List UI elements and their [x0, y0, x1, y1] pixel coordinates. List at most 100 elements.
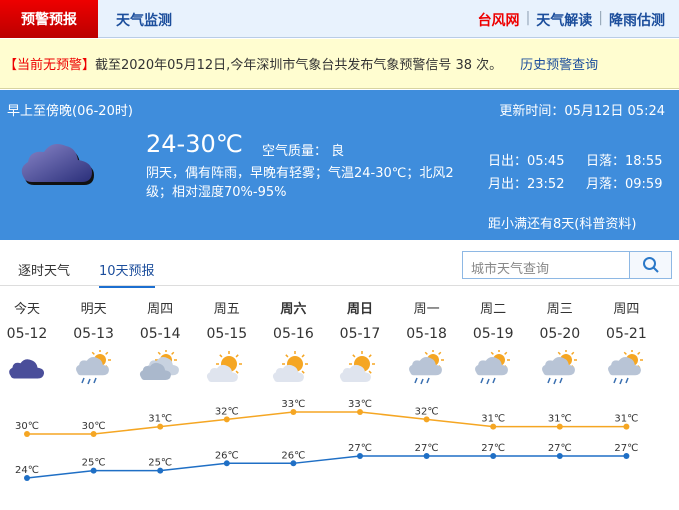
high-temp-label: 33℃: [348, 399, 372, 410]
update-time: 更新时间：05月12日 05:24: [499, 104, 665, 119]
low-temp-label: 27℃: [348, 443, 372, 454]
search-button[interactable]: [629, 252, 671, 278]
link-weather-interpretation[interactable]: 天气解读: [536, 13, 593, 29]
forecast-date: 05-15: [206, 326, 248, 342]
high-temp-label: 32℃: [215, 406, 239, 417]
warning-status: 【当前无预警】: [4, 58, 96, 73]
low-temp-point: [357, 452, 363, 459]
forecast-day: 周三: [546, 302, 573, 317]
high-temp-label: 30℃: [82, 421, 106, 432]
forecast-day: 周一: [413, 302, 440, 317]
low-temp-point: [290, 460, 297, 467]
high-temp-point: [490, 423, 497, 430]
low-temp-point: [556, 452, 563, 459]
forecast-date: 05-21: [606, 326, 647, 342]
top-nav: 预警预报 天气监测 台风网 | 天气解读 | 降雨估测: [0, 0, 679, 38]
moonrise: 月出：23:52: [488, 177, 565, 192]
warning-bar: 【当前无预警】 截至2020年05月12日,今年深圳市气象台共发布气象预警信号 …: [0, 39, 679, 89]
sun-rain-icon: [593, 349, 659, 392]
partly-cloudy-icon: [194, 350, 260, 392]
solar-term-link[interactable]: 距小满还有8天(科普资料): [488, 217, 637, 232]
link-typhoon[interactable]: 台风网: [477, 13, 520, 29]
tab-hourly[interactable]: 逐时天气: [18, 264, 71, 279]
high-temp-label: 31℃: [148, 414, 172, 425]
low-temp-point: [223, 460, 230, 467]
forecast-date: 05-12: [6, 326, 48, 342]
overcast-cloud-icon: [21, 144, 94, 185]
low-temp-label: 27℃: [415, 443, 439, 454]
warning-text: 截至2020年05月12日,今年深圳市气象台共发布气象预警信号 38 次。: [95, 58, 503, 73]
high-temp-label: 33℃: [281, 399, 305, 410]
search-icon: [642, 257, 659, 273]
cloudy-icon: [0, 350, 60, 392]
partly-cloudy-icon: [327, 350, 393, 392]
high-temp-label: 30℃: [15, 421, 39, 432]
low-temp-point: [490, 452, 497, 459]
temp-range: 24-30℃: [146, 130, 243, 158]
high-temp-label: 31℃: [481, 414, 505, 425]
sun-rain-icon: [527, 349, 593, 392]
high-temp-point: [223, 416, 230, 423]
sun-rain-icon: [460, 349, 526, 392]
forecast-day: 周六: [280, 302, 307, 317]
high-temp-point: [357, 409, 363, 415]
forecast-day: 明天: [80, 302, 107, 317]
high-temp-label: 31℃: [614, 414, 638, 425]
partly-cloudy-icon: [260, 350, 326, 392]
high-temp-label: 32℃: [415, 406, 439, 417]
high-temp-point: [24, 430, 30, 437]
forecast-date: 05-20: [539, 326, 581, 342]
city-search-input[interactable]: 城市天气查询: [471, 262, 550, 277]
sunset: 日落：18:55: [586, 154, 663, 169]
low-temp-label: 27℃: [548, 443, 572, 454]
high-temp-point: [623, 423, 630, 430]
low-temp-label: 25℃: [82, 458, 106, 469]
forecast-date: 05-14: [139, 326, 181, 342]
forecast-day: 周二: [480, 302, 507, 317]
low-temp-label: 27℃: [481, 443, 505, 454]
forecast-day: 周四: [613, 302, 640, 317]
forecast-day: 周日: [346, 302, 373, 317]
low-temp-point: [423, 452, 430, 459]
forecast-day: 周五: [213, 302, 240, 317]
low-temp-line: [26, 455, 627, 479]
forecast-date: 05-16: [273, 326, 314, 342]
high-temp-point: [290, 409, 297, 415]
tab-10day[interactable]: 10天预报: [99, 260, 155, 288]
link-rain-estimate[interactable]: 降雨估测: [609, 13, 665, 29]
forecast-date: 05-17: [339, 326, 381, 342]
today-panel: 早上至傍晚(06-20时) 更新时间：05月12日 05:24 24-30℃ 空…: [0, 90, 679, 240]
forecast-date: 05-13: [73, 326, 114, 342]
low-temp-point: [157, 467, 164, 474]
forecast-day: 周四: [147, 302, 174, 317]
low-temp-label: 25℃: [148, 458, 172, 469]
sun-rain-icon: [394, 349, 460, 392]
tab-warning-forecast[interactable]: 预警预报: [0, 0, 98, 38]
high-temp-label: 31℃: [548, 414, 572, 425]
forecast-day: 今天: [13, 302, 40, 317]
high-temp-point: [423, 416, 430, 423]
low-temp-point: [90, 467, 97, 474]
sunrise: 日出：05:45: [488, 154, 565, 169]
moonset: 月落：09:59: [586, 177, 663, 192]
forecast-tabs: 逐时天气 10天预报: [0, 250, 679, 288]
low-temp-label: 26℃: [281, 450, 305, 461]
sun-cloud-rain-icon: [127, 349, 193, 392]
tab-weather-monitor[interactable]: 天气监测: [116, 13, 172, 29]
forecast-date: 05-19: [472, 326, 514, 342]
forecast-date: 05-18: [406, 326, 447, 342]
high-temp-point: [556, 423, 563, 430]
high-temp-point: [157, 423, 164, 430]
weather-description: 阴天，偶有阵雨，早晚有轻雾；气温24-30℃；北风2级；相对湿度70%-95%: [146, 166, 454, 200]
low-temp-point: [24, 474, 30, 481]
period: 早上至傍晚(06-20时): [7, 104, 133, 119]
high-temp-point: [90, 430, 97, 437]
low-temp-label: 26℃: [215, 450, 239, 461]
history-warning-link[interactable]: 历史预警查询: [520, 58, 599, 73]
high-temp-line: [27, 411, 627, 435]
temperature-chart: 30℃ 30℃ 31℃ 32℃ 33℃ 33℃ 32℃ 31℃ 31℃ 31℃ 24℃ 25℃ 25℃ 2…: [15, 399, 638, 481]
sun-rain-icon: [61, 349, 127, 392]
low-temp-label: 27℃: [614, 443, 638, 454]
low-temp-label: 24℃: [15, 465, 39, 476]
air-quality: 空气质量： 良: [262, 144, 345, 159]
